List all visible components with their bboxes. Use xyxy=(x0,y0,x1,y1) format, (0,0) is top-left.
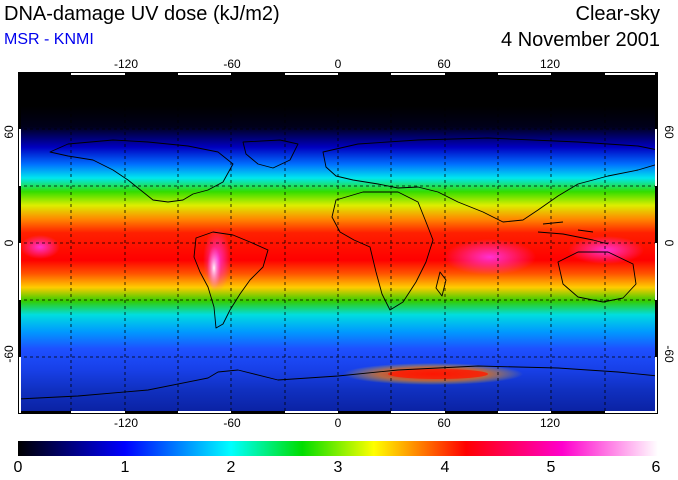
coast-europe-asia xyxy=(322,137,658,223)
lon-tick-label: -120 xyxy=(113,416,139,430)
coast-africa xyxy=(331,191,434,311)
frame-segment xyxy=(655,72,658,129)
colorbar xyxy=(18,441,658,456)
frame-segment xyxy=(178,72,231,75)
frame-segment xyxy=(338,411,391,414)
frame-segment xyxy=(338,72,391,75)
frame-segment xyxy=(18,72,21,129)
indian-ocean-magenta-patch xyxy=(444,239,536,275)
colorbar-tick-label: 0 xyxy=(13,459,23,476)
frame-segment xyxy=(391,411,445,414)
lon-tick-label: -60 xyxy=(223,57,241,71)
lat-tick-label: -60 xyxy=(662,345,676,363)
frame-segment xyxy=(18,411,71,414)
lat-tick-label: 0 xyxy=(2,239,16,247)
frame-segment xyxy=(18,72,71,75)
coast-antarctica xyxy=(18,365,658,400)
frame-segment xyxy=(18,243,21,300)
coast-north-america xyxy=(49,139,234,203)
frame-segment xyxy=(605,72,658,75)
frame-segment xyxy=(655,186,658,243)
pacific-magenta-patch xyxy=(20,235,60,259)
coast-madagascar xyxy=(435,271,447,297)
frame-segment xyxy=(125,411,178,414)
frame-border xyxy=(18,72,658,414)
date-label: 4 November 2001 xyxy=(501,29,660,51)
frame-segment xyxy=(18,357,21,414)
lon-tick-label: -120 xyxy=(113,57,139,71)
source-label: MSR - KNMI xyxy=(4,31,94,48)
coast-south-america xyxy=(193,231,269,329)
frame-segment xyxy=(285,72,338,75)
map-frame xyxy=(18,72,658,414)
frame-segment xyxy=(551,72,605,75)
frame-segment xyxy=(655,300,658,357)
frame-segment xyxy=(655,357,658,414)
frame-segment xyxy=(231,72,285,75)
lon-tick-label: -60 xyxy=(223,416,241,430)
frame-segment xyxy=(71,411,125,414)
lat-tick-label: 0 xyxy=(662,239,676,247)
frame-segment xyxy=(71,72,125,75)
australia-magenta-patch xyxy=(568,236,644,264)
coast-indonesia xyxy=(537,221,609,245)
uv-dose-map xyxy=(18,72,658,414)
frame-segment xyxy=(18,186,21,243)
frame-segment xyxy=(551,411,605,414)
lon-tick-label: 0 xyxy=(334,57,342,71)
andes-white-maximum xyxy=(207,246,221,290)
colorbar-tick-label: 2 xyxy=(226,459,236,476)
colorbar-tick-label: 5 xyxy=(546,459,556,476)
colorbar-tick-label: 6 xyxy=(651,459,661,476)
frame-segment xyxy=(445,72,498,75)
frame-segment xyxy=(498,411,551,414)
colorbar-tick-label: 1 xyxy=(120,459,130,476)
frame-segment xyxy=(655,243,658,300)
lon-tick-label: 120 xyxy=(539,57,561,71)
frame-segment xyxy=(391,72,445,75)
lon-tick-label: 0 xyxy=(334,416,342,430)
colorbar-tick-label: 3 xyxy=(333,459,343,476)
frame-segment xyxy=(498,72,551,75)
frame-segment xyxy=(18,300,21,357)
colorbar-tick-label: 4 xyxy=(440,459,450,476)
frame-segment xyxy=(178,411,231,414)
frame-segment xyxy=(231,411,285,414)
frame-segment xyxy=(445,411,498,414)
chart-title: DNA-damage UV dose (kJ/m2) xyxy=(4,3,280,25)
graticule xyxy=(18,72,658,414)
colorbar-gradient xyxy=(18,441,658,456)
coast-australia xyxy=(557,251,637,303)
lat-tick-label: 60 xyxy=(2,125,16,139)
frame-segment xyxy=(285,411,338,414)
frame-segment xyxy=(125,72,178,75)
lat-tick-label: -60 xyxy=(2,345,16,363)
coastlines xyxy=(18,137,658,400)
frame-segment xyxy=(605,411,658,414)
coast-greenland xyxy=(242,139,299,169)
lat-tick-label: 60 xyxy=(662,125,676,139)
frame-segment xyxy=(655,129,658,186)
antarctic-core xyxy=(388,369,488,379)
lon-tick-label: 60 xyxy=(437,416,451,430)
lon-tick-label: 60 xyxy=(437,57,451,71)
sky-condition: Clear-sky xyxy=(575,3,660,25)
lon-tick-label: 120 xyxy=(539,416,561,430)
frame-segment xyxy=(18,129,21,186)
